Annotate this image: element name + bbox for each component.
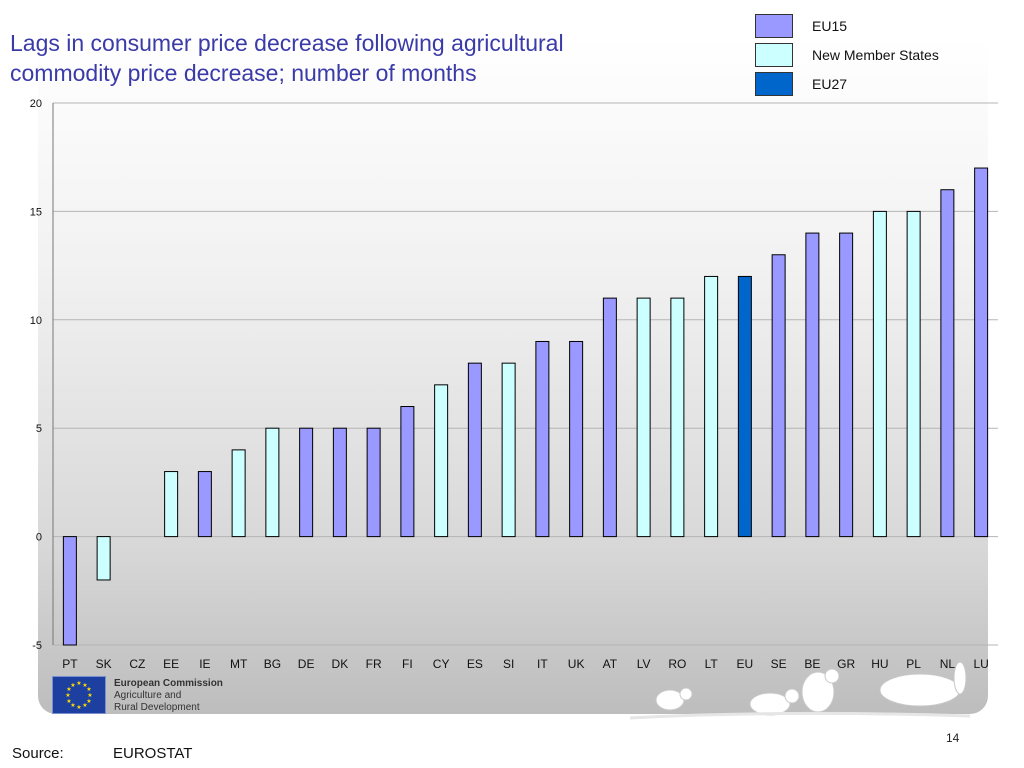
x-tick-label: DE <box>298 657 315 671</box>
title-line-1: Lags in consumer price decrease followin… <box>10 30 564 56</box>
source-label: Source: <box>12 745 64 762</box>
chart-title: Lags in consumer price decrease followin… <box>10 28 730 88</box>
svg-text:★: ★ <box>82 682 87 689</box>
bar-si <box>501 362 516 538</box>
bar-fr <box>366 427 381 538</box>
bar-pl <box>906 210 921 538</box>
svg-text:★: ★ <box>66 698 71 705</box>
farm-animals-illustration <box>630 661 970 720</box>
bar-lv <box>636 297 651 538</box>
x-tick-label: PL <box>906 657 921 671</box>
svg-text:★: ★ <box>87 692 92 699</box>
bar-ie <box>197 471 212 538</box>
page-number: 14 <box>946 731 960 745</box>
x-tick-label: ES <box>467 657 483 671</box>
x-tick-label: AT <box>603 657 618 671</box>
bar-es <box>467 362 482 538</box>
y-tick-label: 10 <box>30 315 42 327</box>
svg-text:★: ★ <box>76 680 81 687</box>
bar-de <box>299 427 314 538</box>
x-tick-label: CZ <box>129 657 145 671</box>
x-tick-label: PT <box>62 657 78 671</box>
svg-text:★: ★ <box>70 682 75 689</box>
bar-hu <box>872 210 887 538</box>
logo-line-1: European Commission <box>114 678 223 689</box>
bar-be <box>805 232 820 538</box>
legend-label-new-member-states: New Member States <box>812 47 939 63</box>
x-tick-label: SI <box>503 657 514 671</box>
european-commission-logo: ★ ★ ★ ★ ★ ★ ★ ★ ★ ★ ★ ★ European Commission Agri… <box>52 676 232 716</box>
x-tick-label: LU <box>973 657 988 671</box>
x-tick-label: MT <box>230 657 248 671</box>
bar-fi <box>400 406 415 538</box>
x-tick-label: EE <box>163 657 179 671</box>
x-tick-label: IE <box>199 657 210 671</box>
x-tick-label: BE <box>804 657 820 671</box>
x-tick-label: EU <box>737 657 754 671</box>
x-tick-label: DK <box>332 657 349 671</box>
x-tick-label: UK <box>568 657 585 671</box>
svg-text:★: ★ <box>86 686 91 693</box>
legend-item-new-member-states: New Member States <box>755 43 995 69</box>
x-tick-label: FI <box>402 657 413 671</box>
bar-bg <box>265 427 280 538</box>
x-tick-label: HU <box>871 657 888 671</box>
bar-dk <box>332 427 347 538</box>
x-tick-label: GR <box>837 657 855 671</box>
svg-text:★: ★ <box>65 692 70 699</box>
svg-text:★: ★ <box>82 702 87 709</box>
title-line-2: commodity price decrease; number of mont… <box>10 60 477 86</box>
logo-line-3: Rural Development <box>114 702 200 713</box>
legend-label-eu27: EU27 <box>812 76 848 92</box>
x-tick-label: LV <box>637 657 651 671</box>
svg-text:★: ★ <box>76 704 81 711</box>
x-tick-label: SK <box>96 657 112 671</box>
bar-uk <box>569 340 584 538</box>
legend-swatch-eu15 <box>755 14 793 38</box>
bar-eu <box>737 275 752 538</box>
y-tick-label: 15 <box>30 206 42 218</box>
x-tick-label: BG <box>264 657 281 671</box>
legend-item-eu27: EU27 <box>755 72 995 98</box>
bar-it <box>535 340 550 538</box>
legend-swatch-new-member-states <box>755 43 793 67</box>
logo-text: European Commission Agriculture and Rura… <box>114 678 223 714</box>
x-tick-label: RO <box>668 657 686 671</box>
y-tick-label: -5 <box>32 640 42 652</box>
svg-text:★: ★ <box>70 702 75 709</box>
bar-pt <box>62 536 77 646</box>
bar-lt <box>704 275 719 538</box>
x-tick-label: IT <box>537 657 548 671</box>
x-tick-label: CY <box>433 657 450 671</box>
source-value: EUROSTAT <box>113 745 193 762</box>
logo-line-2: Agriculture and <box>114 690 182 701</box>
y-tick-label: 0 <box>36 532 42 544</box>
x-tick-label: FR <box>366 657 382 671</box>
bar-mt <box>231 449 246 538</box>
bar-lu <box>974 167 989 538</box>
y-tick-label: 20 <box>30 98 42 110</box>
bar-at <box>602 297 617 538</box>
bar-nl <box>940 189 955 538</box>
bar-ee <box>164 471 179 538</box>
bar-ro <box>670 297 685 538</box>
svg-text:★: ★ <box>86 698 91 705</box>
bar-gr <box>839 232 854 538</box>
y-tick-label: 5 <box>36 423 42 435</box>
bar-cy <box>434 384 449 538</box>
bar-sk <box>96 536 111 581</box>
eu-flag-icon: ★ ★ ★ ★ ★ ★ ★ ★ ★ ★ ★ ★ <box>52 676 106 714</box>
bar-se <box>771 254 786 538</box>
x-tick-label: SE <box>771 657 787 671</box>
legend-item-eu15: EU15 <box>755 14 995 40</box>
legend-label-eu15: EU15 <box>812 18 848 34</box>
svg-text:★: ★ <box>66 686 71 693</box>
legend-swatch-eu27 <box>755 72 793 96</box>
x-tick-label: NL <box>940 657 956 671</box>
x-tick-label: LT <box>705 657 719 671</box>
